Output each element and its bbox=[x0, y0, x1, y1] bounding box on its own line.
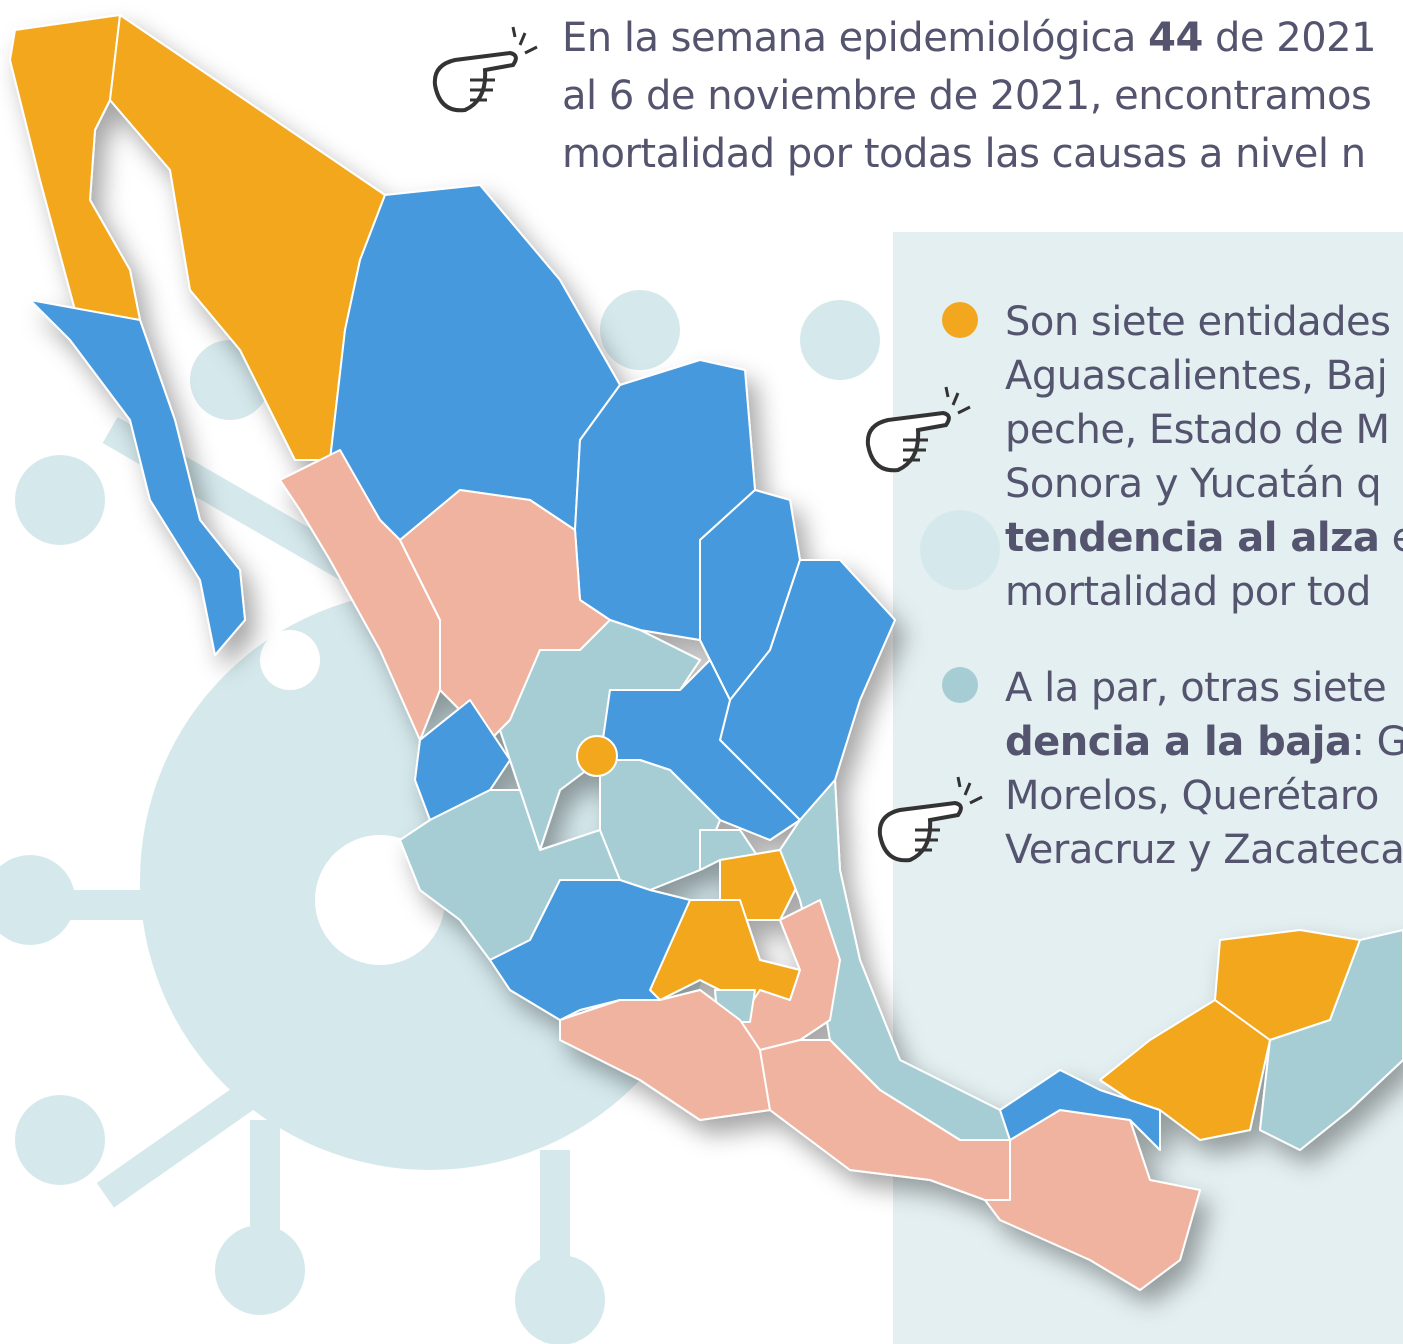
bullet-line: Aguascalientes, Baj bbox=[1005, 350, 1387, 402]
bullet-line: mortalidad por tod bbox=[1005, 566, 1371, 618]
text: Sonora y Yucatán q bbox=[1005, 461, 1381, 507]
text: tendencia al alza bbox=[1005, 515, 1379, 561]
legend-dot-up bbox=[942, 302, 978, 338]
bullet-line: Morelos, Querétaro bbox=[1005, 770, 1379, 822]
text: peche, Estado de M bbox=[1005, 407, 1390, 453]
text: e bbox=[1379, 515, 1403, 561]
text: Son siete entidades bbox=[1005, 299, 1391, 345]
bullet-line: peche, Estado de M bbox=[1005, 404, 1390, 456]
page: En la semana epidemiológica 44 de 2021 a… bbox=[0, 0, 1403, 1344]
pointing-hand-icon bbox=[870, 775, 985, 875]
legend-dot-down bbox=[942, 667, 978, 703]
pointing-hand-icon bbox=[858, 385, 973, 485]
virus-hole bbox=[260, 630, 320, 690]
bullet-line: A la par, otras siete bbox=[1005, 662, 1386, 714]
bullet-line: Sonora y Yucatán q bbox=[1005, 458, 1381, 510]
text: mortalidad por tod bbox=[1005, 569, 1371, 615]
text: dencia a la baja bbox=[1005, 719, 1351, 765]
pointing-hand-icon bbox=[425, 25, 540, 125]
text: En la semana epidemiológica bbox=[562, 15, 1148, 61]
bullet-line: dencia a la baja: G bbox=[1005, 716, 1403, 768]
text: Morelos, Querétaro bbox=[1005, 773, 1379, 819]
header-line: mortalidad por todas las causas a nivel … bbox=[562, 128, 1366, 180]
text: Aguascalientes, Baj bbox=[1005, 353, 1387, 399]
bullet-line: Veracruz y Zacateca bbox=[1005, 824, 1403, 876]
header-line: al 6 de noviembre de 2021, encontramos bbox=[562, 70, 1371, 122]
bullet-line: Son siete entidades bbox=[1005, 296, 1391, 348]
bullet-line: tendencia al alza e bbox=[1005, 512, 1403, 564]
text: A la par, otras siete bbox=[1005, 665, 1386, 711]
text: : G bbox=[1351, 719, 1403, 765]
text: de 2021 bbox=[1203, 15, 1376, 61]
text: Veracruz y Zacateca bbox=[1005, 827, 1403, 873]
week-number: 44 bbox=[1148, 15, 1203, 61]
header-line: En la semana epidemiológica 44 de 2021 bbox=[562, 12, 1376, 64]
